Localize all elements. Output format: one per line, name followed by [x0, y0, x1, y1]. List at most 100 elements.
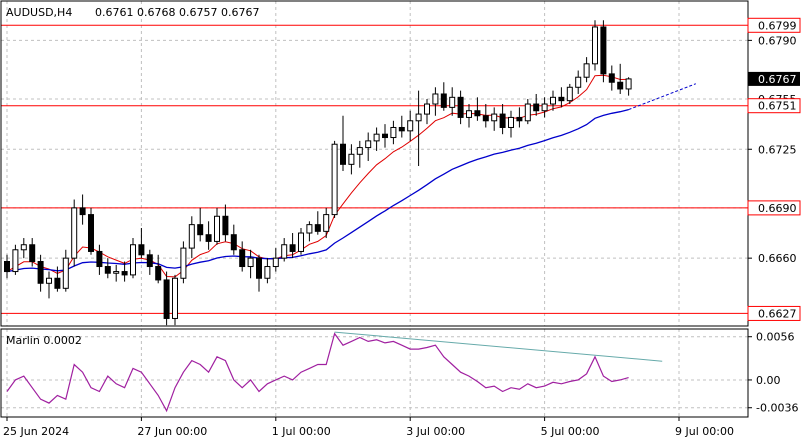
time-tick-label: 3 Jul 00:00 [406, 425, 465, 438]
candle-bear [516, 116, 523, 122]
candle-bull [264, 266, 271, 279]
candle-bull [373, 133, 380, 142]
candle-bull [62, 257, 69, 289]
indicator-tick-label: 0.0056 [756, 331, 795, 344]
candle-bear [222, 215, 229, 236]
candle-bear [457, 96, 464, 118]
candle-bear [121, 271, 128, 276]
candle-bull [188, 224, 195, 249]
level-price-box [747, 200, 801, 216]
candle-bull [407, 120, 414, 132]
time-tick-label: 5 Jul 00:00 [541, 425, 600, 438]
candle-bull [390, 126, 397, 139]
candle-bull [625, 78, 632, 90]
indicator-tick-label: 0.00 [756, 374, 781, 387]
level-price-label: 0.6627 [758, 307, 797, 320]
chart-ohlc-label: 0.6761 0.6768 0.6757 0.6767 [95, 6, 259, 19]
candle-bear [382, 133, 388, 139]
candle-bull [524, 103, 531, 122]
candle-bull [508, 116, 514, 128]
level-price-label: 0.6799 [758, 19, 797, 32]
horizontal-levels [1, 24, 748, 314]
candle-bear [314, 224, 321, 232]
chart-symbol-label: AUDUSD,H4 [6, 6, 72, 19]
candle-bear [398, 126, 405, 132]
time-tick-label: 25 Jun 2024 [3, 425, 69, 438]
time-axis: 25 Jun 2024 27 Jun 00:00 1 Jul 00:00 3 Jul … [3, 417, 734, 438]
level-price-box [747, 305, 801, 321]
candle-bear [482, 115, 489, 122]
candle-bear [146, 254, 153, 268]
candle-bull [247, 257, 254, 268]
candle-bear [256, 257, 262, 279]
candle-bear [104, 266, 111, 274]
candle-bull [424, 103, 430, 115]
price-axis: 0.67900.67550.67250.66900.66600.00560.00… [747, 17, 801, 415]
candle-bear [499, 113, 506, 128]
candle-bear [88, 214, 94, 252]
candle-bull [491, 113, 498, 122]
candle-bull [365, 140, 372, 149]
level-price-box [747, 98, 801, 114]
indicator-panel-frame [0, 328, 749, 418]
candle-bull [113, 271, 120, 274]
candle-bear [197, 224, 204, 236]
candle-bull [466, 110, 472, 118]
oscillator-line [6, 332, 629, 413]
candle-bull [130, 244, 136, 276]
candle-bear [4, 261, 10, 273]
candle-bull [541, 103, 548, 112]
candle-bear [289, 244, 296, 252]
candle-bull [306, 224, 313, 234]
candle-bull [592, 26, 598, 65]
candle-bear [340, 143, 346, 165]
candle-bull [415, 113, 422, 122]
candle-bear [533, 103, 540, 112]
level-price-label: 0.6751 [758, 100, 797, 113]
candle-bull [298, 232, 304, 252]
current-price-label: 0.6767 [758, 73, 797, 86]
candle-bull [180, 247, 187, 279]
price-tick-label: 0.6790 [758, 34, 797, 47]
main-panel-frame [0, 0, 749, 327]
candle-bull [550, 96, 556, 105]
candle-bull [281, 244, 288, 259]
candle-bull [20, 244, 27, 251]
slow-ma-projection [628, 83, 696, 111]
candle-bull [214, 215, 220, 242]
frames [0, 0, 749, 418]
candle-bear [163, 279, 170, 319]
candle-bear [440, 93, 447, 108]
candle-bear [558, 96, 565, 102]
level-price-box [747, 17, 801, 33]
candle-bear [617, 81, 624, 90]
candle-bear [608, 73, 615, 83]
candle-bull [449, 96, 456, 108]
candle-bull [323, 214, 330, 232]
candle-bull [172, 277, 178, 319]
candle-bull [348, 153, 355, 165]
candle-bear [96, 250, 103, 268]
candle-bear [239, 249, 246, 268]
indicator-label: Marlin 0.0002 [6, 334, 82, 347]
price-tick-label: 0.6660 [758, 252, 797, 265]
candle-bear [54, 277, 61, 289]
candle-bear [155, 266, 162, 281]
candle-bull [272, 257, 279, 268]
candle-bear [29, 244, 36, 263]
candle-bull [575, 76, 582, 88]
candles [4, 20, 632, 326]
grid [1, 1, 748, 417]
candle-bear [230, 234, 237, 251]
candle-bear [474, 110, 481, 117]
candle-bear [138, 244, 145, 256]
candle-bear [79, 207, 86, 216]
candle-bull [71, 207, 78, 259]
oscillator-panel [6, 331, 663, 413]
oscillator-trend-line [334, 331, 663, 362]
candle-bull [566, 86, 573, 102]
candle-bull [12, 249, 19, 273]
time-tick-label: 1 Jul 00:00 [272, 425, 331, 438]
candle-bull [46, 277, 52, 284]
